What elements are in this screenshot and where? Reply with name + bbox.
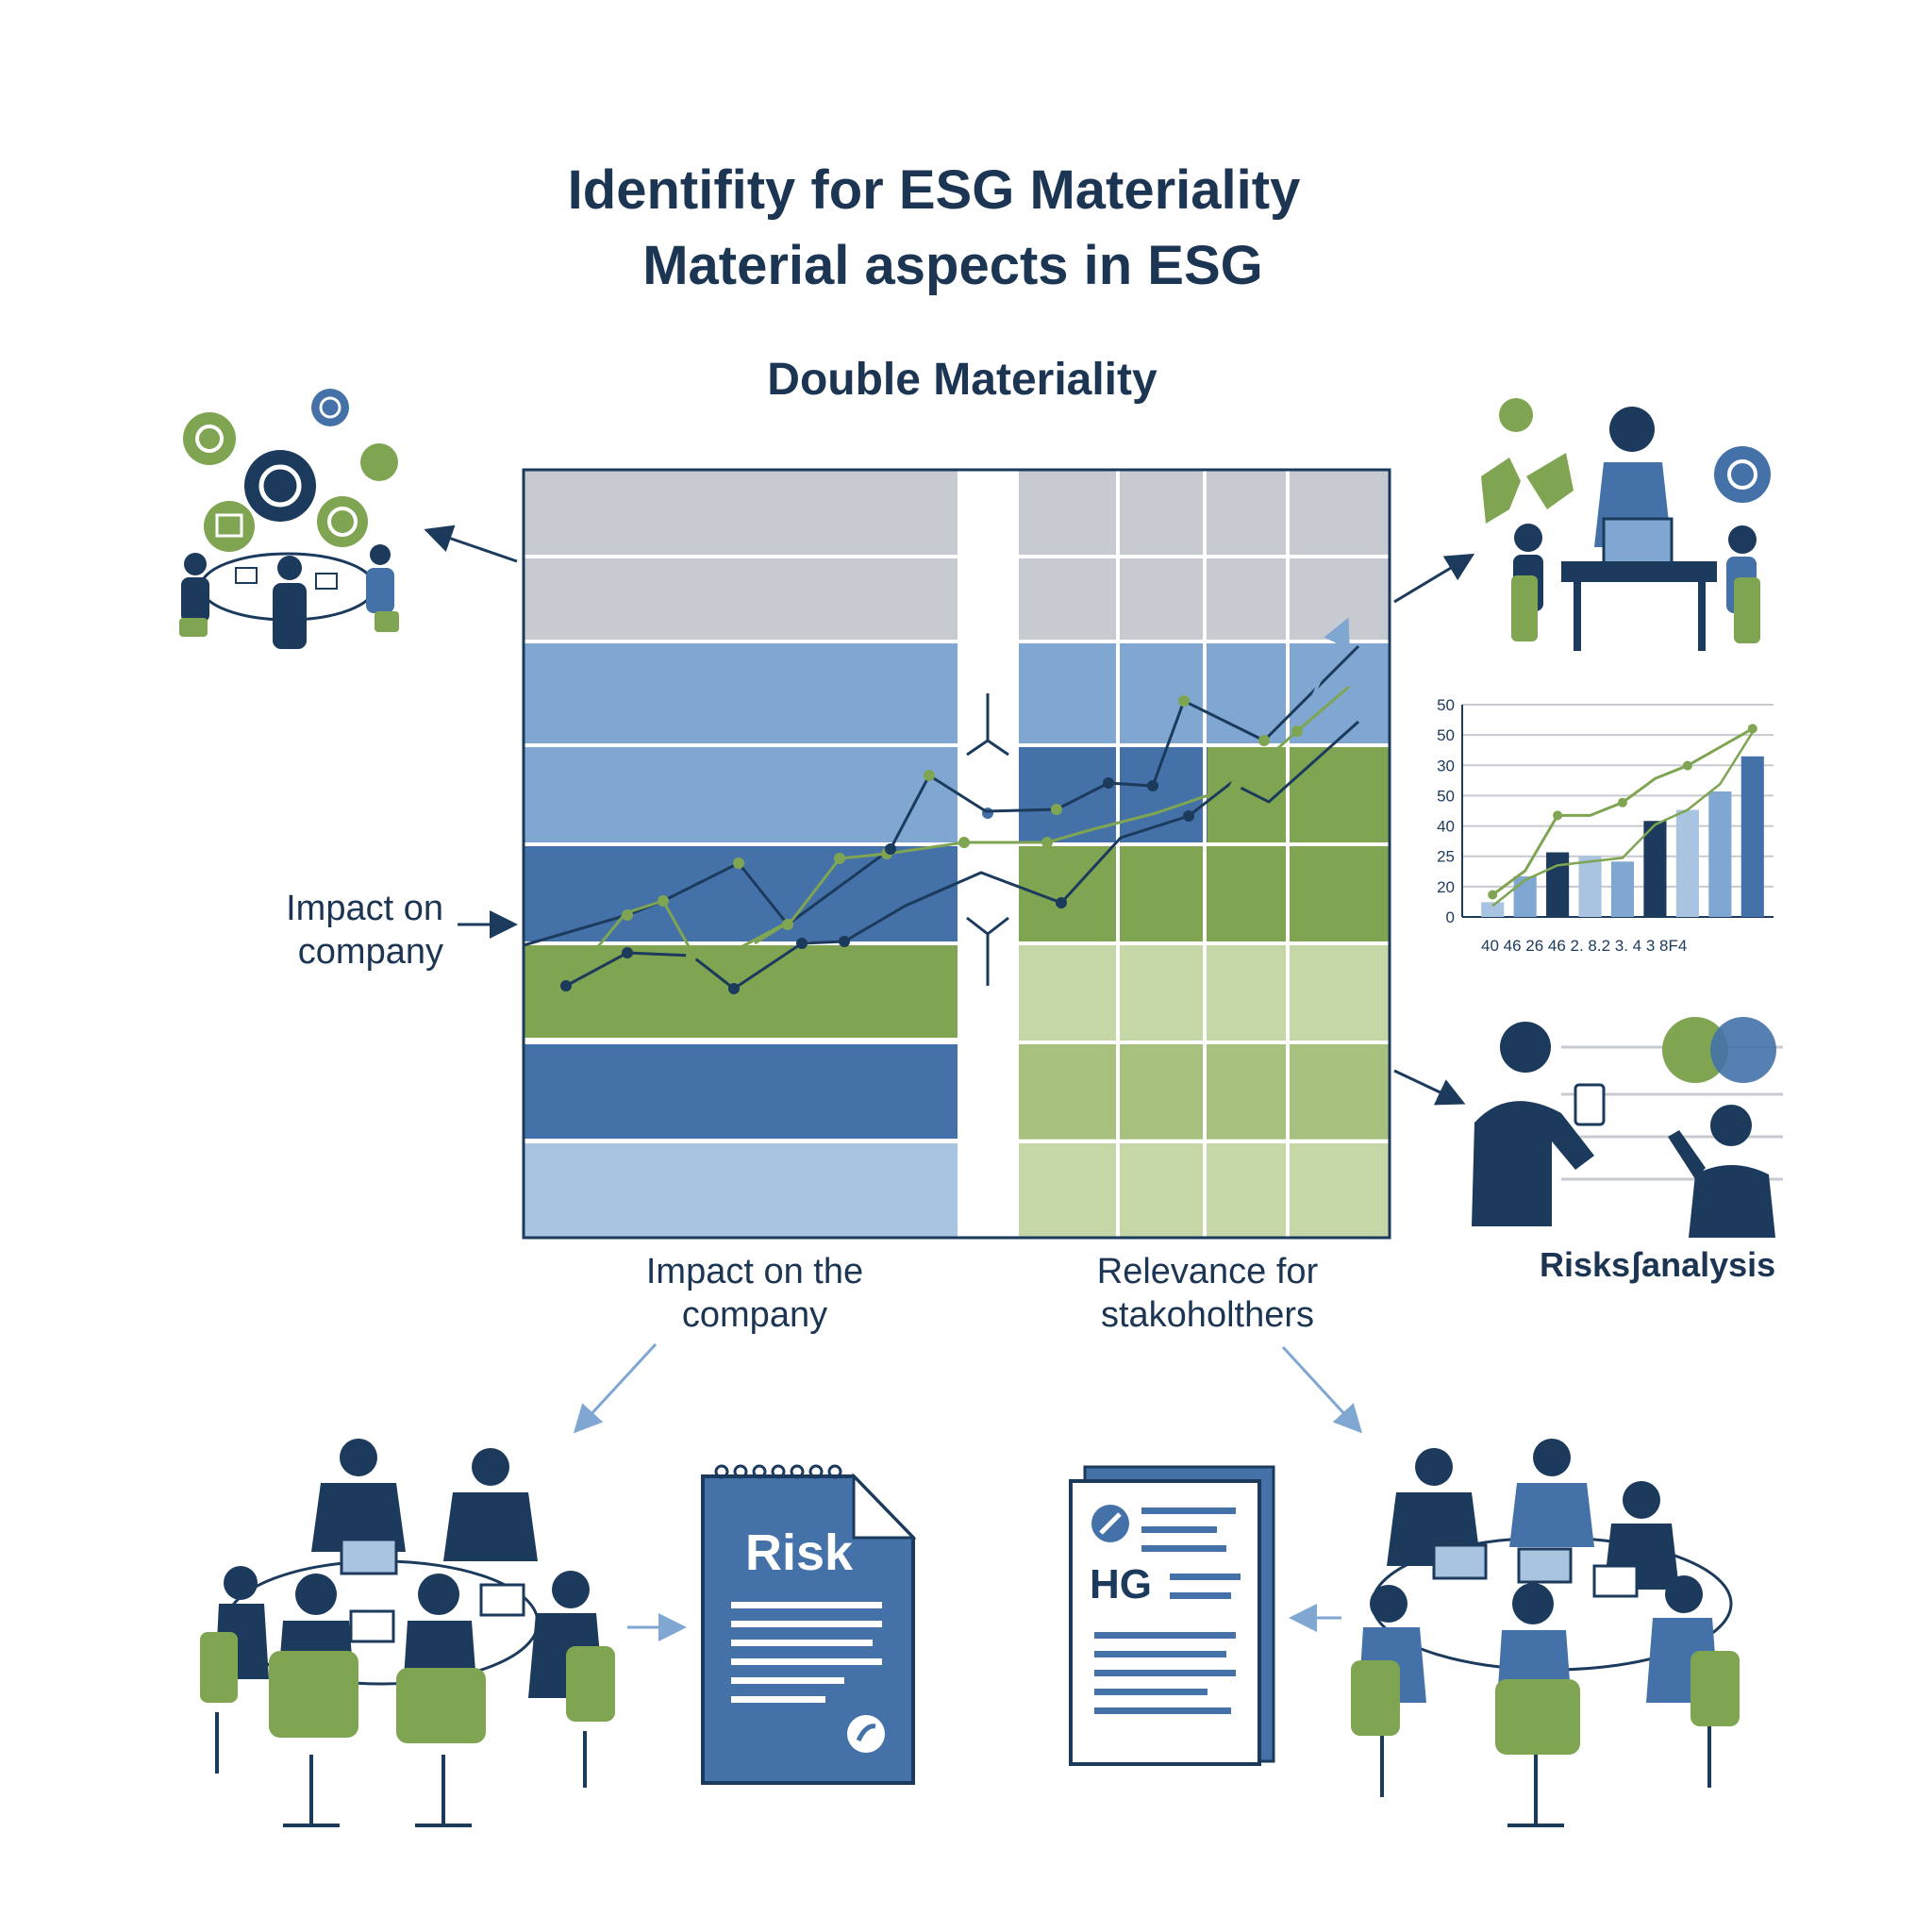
title-line-2: Material aspects in ESG (642, 235, 1263, 296)
chart-x-tick-labels: 40 46 26 46 2. 8.2 3. 4 3 8F4 (1481, 937, 1687, 955)
side-label-line-1: Impact on (286, 889, 443, 928)
presenter-icon (1481, 398, 1771, 651)
chart-line-series (1491, 731, 1754, 908)
diagram-subtitle: Double Materiality (767, 355, 1158, 405)
chart-bar (1708, 791, 1732, 917)
chart-bar (1740, 756, 1764, 917)
chart-y-tick-label: 25 (1437, 848, 1455, 866)
chart-line-point (1553, 810, 1563, 821)
hg-document-icon (1069, 1465, 1275, 1766)
chart-y-tick-label: 40 (1437, 818, 1455, 836)
chart-bar (1610, 861, 1635, 917)
bottom-label-left-line-2: company (681, 1295, 828, 1336)
chart-bar (1513, 875, 1537, 917)
title-line-1: Identifity for ESG Materiality (567, 159, 1301, 221)
materiality-matrix (522, 468, 1391, 1240)
risk-document-icon (701, 1464, 917, 1785)
chart-bar (1643, 821, 1667, 917)
mini-bar-line-chart: 0 20 25 40 50 30 50 50 40 46 26 46 2. 8.2 3. 4 3… (1437, 696, 1774, 955)
bottom-label-left-line-1: Impact on the (645, 1252, 864, 1291)
bottom-label-right-line-2: stakoholthers (1100, 1295, 1314, 1336)
discussion-icon (1472, 1017, 1783, 1238)
chart-y-tick-label: 0 (1446, 908, 1455, 926)
chart-y-tick-label: 50 (1437, 696, 1455, 714)
chart-line-point (1618, 797, 1627, 808)
side-label-line-2: company (297, 932, 443, 973)
side-label: Impact on company (226, 887, 443, 974)
risk-document-title: Risk (745, 1524, 854, 1581)
bottom-label-right: Relevance for stakoholthers (1057, 1250, 1358, 1338)
risk-analysis-label: Risksʃanalysis (1540, 1245, 1776, 1284)
chart-bar (1578, 856, 1602, 917)
bottom-label-left: Impact on the company (594, 1250, 915, 1338)
chart-bar (1675, 809, 1699, 917)
chart-line-point (1488, 890, 1498, 900)
chart-y-tick-label: 50 (1437, 726, 1455, 744)
bottom-label-right-line-1: Relevance for (1096, 1252, 1319, 1291)
hg-document-title: HG (1090, 1561, 1152, 1607)
chart-bar (1546, 852, 1570, 917)
connector-arrows (424, 525, 1475, 1641)
chart-y-tick-label: 20 (1437, 878, 1455, 896)
team-meeting-left-icon (200, 1439, 615, 1827)
team-meeting-right-icon (1351, 1439, 1740, 1827)
chart-y-tick-label: 30 (1437, 757, 1455, 774)
chart-line-point (1747, 724, 1757, 734)
chart-line-point (1682, 760, 1692, 771)
chart-bar (1481, 902, 1505, 917)
top-left-meeting-icon (179, 389, 399, 649)
chart-y-tick-label: 50 (1437, 787, 1455, 805)
